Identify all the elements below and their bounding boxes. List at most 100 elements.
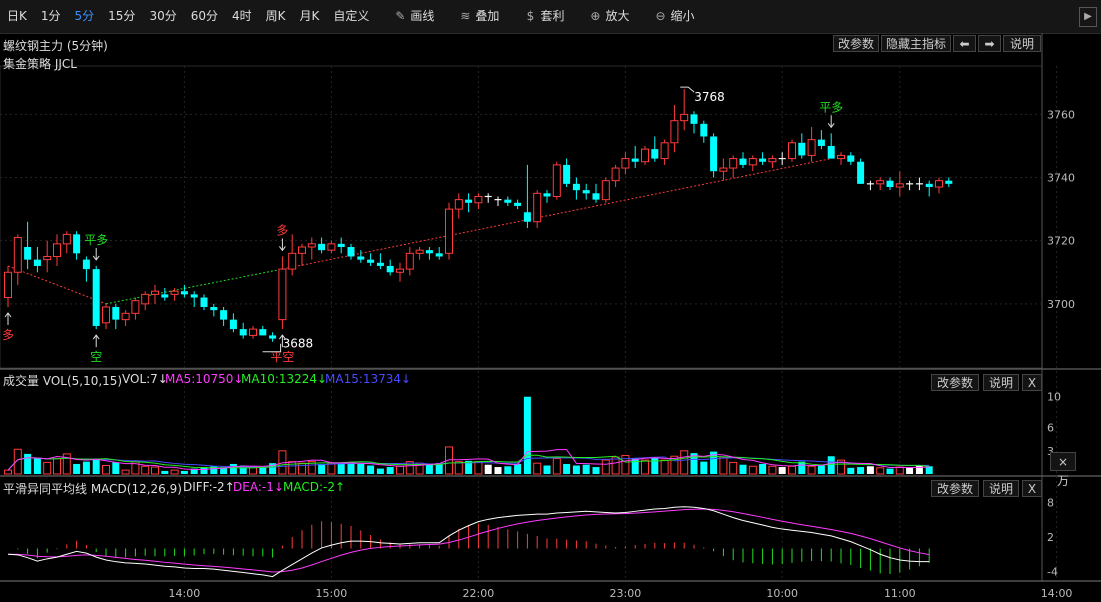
candle-up bbox=[454, 199, 463, 210]
candle-down bbox=[200, 297, 208, 307]
volume-bar bbox=[837, 459, 845, 475]
hide-main-indicator-button[interactable]: 隐藏主指标 bbox=[881, 35, 951, 52]
volume-bar bbox=[327, 462, 336, 475]
macd-help-button[interactable]: 说明 bbox=[983, 480, 1019, 497]
macd-close-button[interactable]: X bbox=[1022, 480, 1042, 497]
volume-bar bbox=[641, 459, 649, 475]
candle-up bbox=[837, 154, 845, 160]
time-tick-label: 10:00 bbox=[766, 587, 798, 600]
layers-icon: ≋ bbox=[460, 9, 471, 23]
candle-down bbox=[180, 291, 188, 295]
moneybag-tool[interactable]: $ 套利 bbox=[516, 0, 571, 33]
candle-down bbox=[210, 307, 218, 311]
candle-down bbox=[386, 265, 394, 273]
volume-bar bbox=[621, 454, 630, 475]
volume-bar bbox=[710, 451, 718, 474]
candle-up bbox=[298, 246, 306, 254]
period-0[interactable]: 日K bbox=[7, 9, 27, 23]
volume-bar bbox=[700, 461, 708, 474]
period-5[interactable]: 60分 bbox=[190, 9, 218, 23]
candle-up bbox=[552, 164, 561, 197]
volume-bar bbox=[33, 458, 41, 474]
volume-bar bbox=[660, 459, 669, 475]
volume-bar bbox=[523, 396, 531, 474]
candle-down bbox=[92, 269, 100, 326]
period-1[interactable]: 1分 bbox=[40, 9, 61, 23]
volume-bar bbox=[161, 470, 169, 474]
candle-up bbox=[729, 158, 738, 169]
candle-down bbox=[24, 247, 32, 260]
vol-ma5-line bbox=[7, 449, 930, 471]
strategy-line bbox=[282, 158, 832, 270]
time-tick-label: 23:00 bbox=[610, 587, 642, 600]
volume-bar bbox=[915, 465, 923, 474]
candle-up bbox=[43, 255, 52, 261]
period-7[interactable]: 周K bbox=[265, 9, 286, 23]
volume-bar bbox=[53, 458, 61, 475]
zoom-in-tool[interactable]: ⊕ 放大 bbox=[581, 0, 636, 33]
macd-dea-line bbox=[7, 508, 930, 573]
candle-up bbox=[641, 148, 649, 163]
period-9[interactable]: 自定义 bbox=[333, 9, 370, 23]
signal-arrow-head bbox=[92, 255, 100, 261]
volume-bar bbox=[484, 464, 492, 474]
candle-up bbox=[876, 180, 885, 185]
candle-down bbox=[817, 139, 825, 146]
candle-up bbox=[611, 167, 620, 182]
candle-down bbox=[239, 329, 247, 336]
signal-arrow-head bbox=[4, 312, 12, 318]
candle-down bbox=[592, 193, 600, 200]
prev-button[interactable]: ⬅ bbox=[953, 35, 976, 52]
vol-ma10: MA10:13224↓ bbox=[241, 372, 328, 386]
main-chart-title: 螺纹钢主力 (5分钟) bbox=[3, 39, 108, 53]
candle-down bbox=[337, 243, 345, 247]
volume-bar bbox=[895, 466, 904, 475]
period-2[interactable]: 5分 bbox=[74, 9, 95, 23]
candle-up bbox=[13, 237, 22, 273]
vol-close-button[interactable]: X bbox=[1022, 374, 1042, 391]
candle-down bbox=[425, 250, 433, 254]
candle-up bbox=[768, 158, 777, 163]
main-help-button[interactable]: 说明 bbox=[1003, 35, 1041, 52]
tool-label: 缩小 bbox=[670, 9, 695, 23]
volume-bar bbox=[631, 458, 639, 474]
candle-down bbox=[161, 294, 169, 298]
signal-arrow-head bbox=[92, 334, 100, 340]
candle-up bbox=[131, 300, 140, 314]
period-6[interactable]: 4时 bbox=[232, 9, 252, 23]
period-4[interactable]: 30分 bbox=[149, 9, 177, 23]
tool-label: 套利 bbox=[540, 9, 565, 23]
volume-bar bbox=[925, 466, 933, 474]
moneybag-icon: $ bbox=[526, 9, 535, 23]
next-button[interactable]: ➡ bbox=[978, 35, 1001, 52]
layers-tool[interactable]: ≋ 叠加 bbox=[451, 0, 506, 33]
volume-bar bbox=[4, 469, 12, 475]
candle-up bbox=[680, 113, 689, 122]
period-3[interactable]: 15分 bbox=[108, 9, 136, 23]
candle-down bbox=[886, 180, 894, 187]
candle-down bbox=[347, 247, 355, 257]
price-tick-label: 3740 bbox=[1047, 172, 1075, 185]
candle-up bbox=[53, 243, 61, 257]
macd-tick-label: 8 bbox=[1047, 497, 1054, 510]
candle-down bbox=[631, 158, 639, 162]
candle-down bbox=[367, 259, 375, 263]
candle-down bbox=[710, 136, 718, 172]
pencil-icon: ✎ bbox=[395, 9, 406, 23]
main-params-button[interactable]: 改参数 bbox=[833, 35, 879, 52]
volume-bar bbox=[465, 460, 473, 474]
vol-params-button[interactable]: 改参数 bbox=[931, 374, 979, 391]
volume-bar bbox=[690, 453, 698, 474]
macd-params-button[interactable]: 改参数 bbox=[931, 480, 979, 497]
volume-bar bbox=[24, 453, 32, 474]
expand-icon[interactable]: ▶ bbox=[1079, 7, 1097, 27]
volume-bar bbox=[798, 461, 806, 474]
pencil-tool[interactable]: ✎ 画线 bbox=[386, 0, 441, 33]
vol-help-button[interactable]: 说明 bbox=[983, 374, 1019, 391]
zoom-out-tool[interactable]: ⊖ 缩小 bbox=[646, 0, 701, 33]
volume-bar bbox=[572, 465, 580, 474]
volume-bar bbox=[552, 458, 561, 475]
period-8[interactable]: 月K bbox=[299, 9, 320, 23]
vol-tick-label: 10 bbox=[1047, 391, 1061, 404]
vol-indicator-label: 成交量 VOL(5,10,15) bbox=[3, 374, 123, 388]
